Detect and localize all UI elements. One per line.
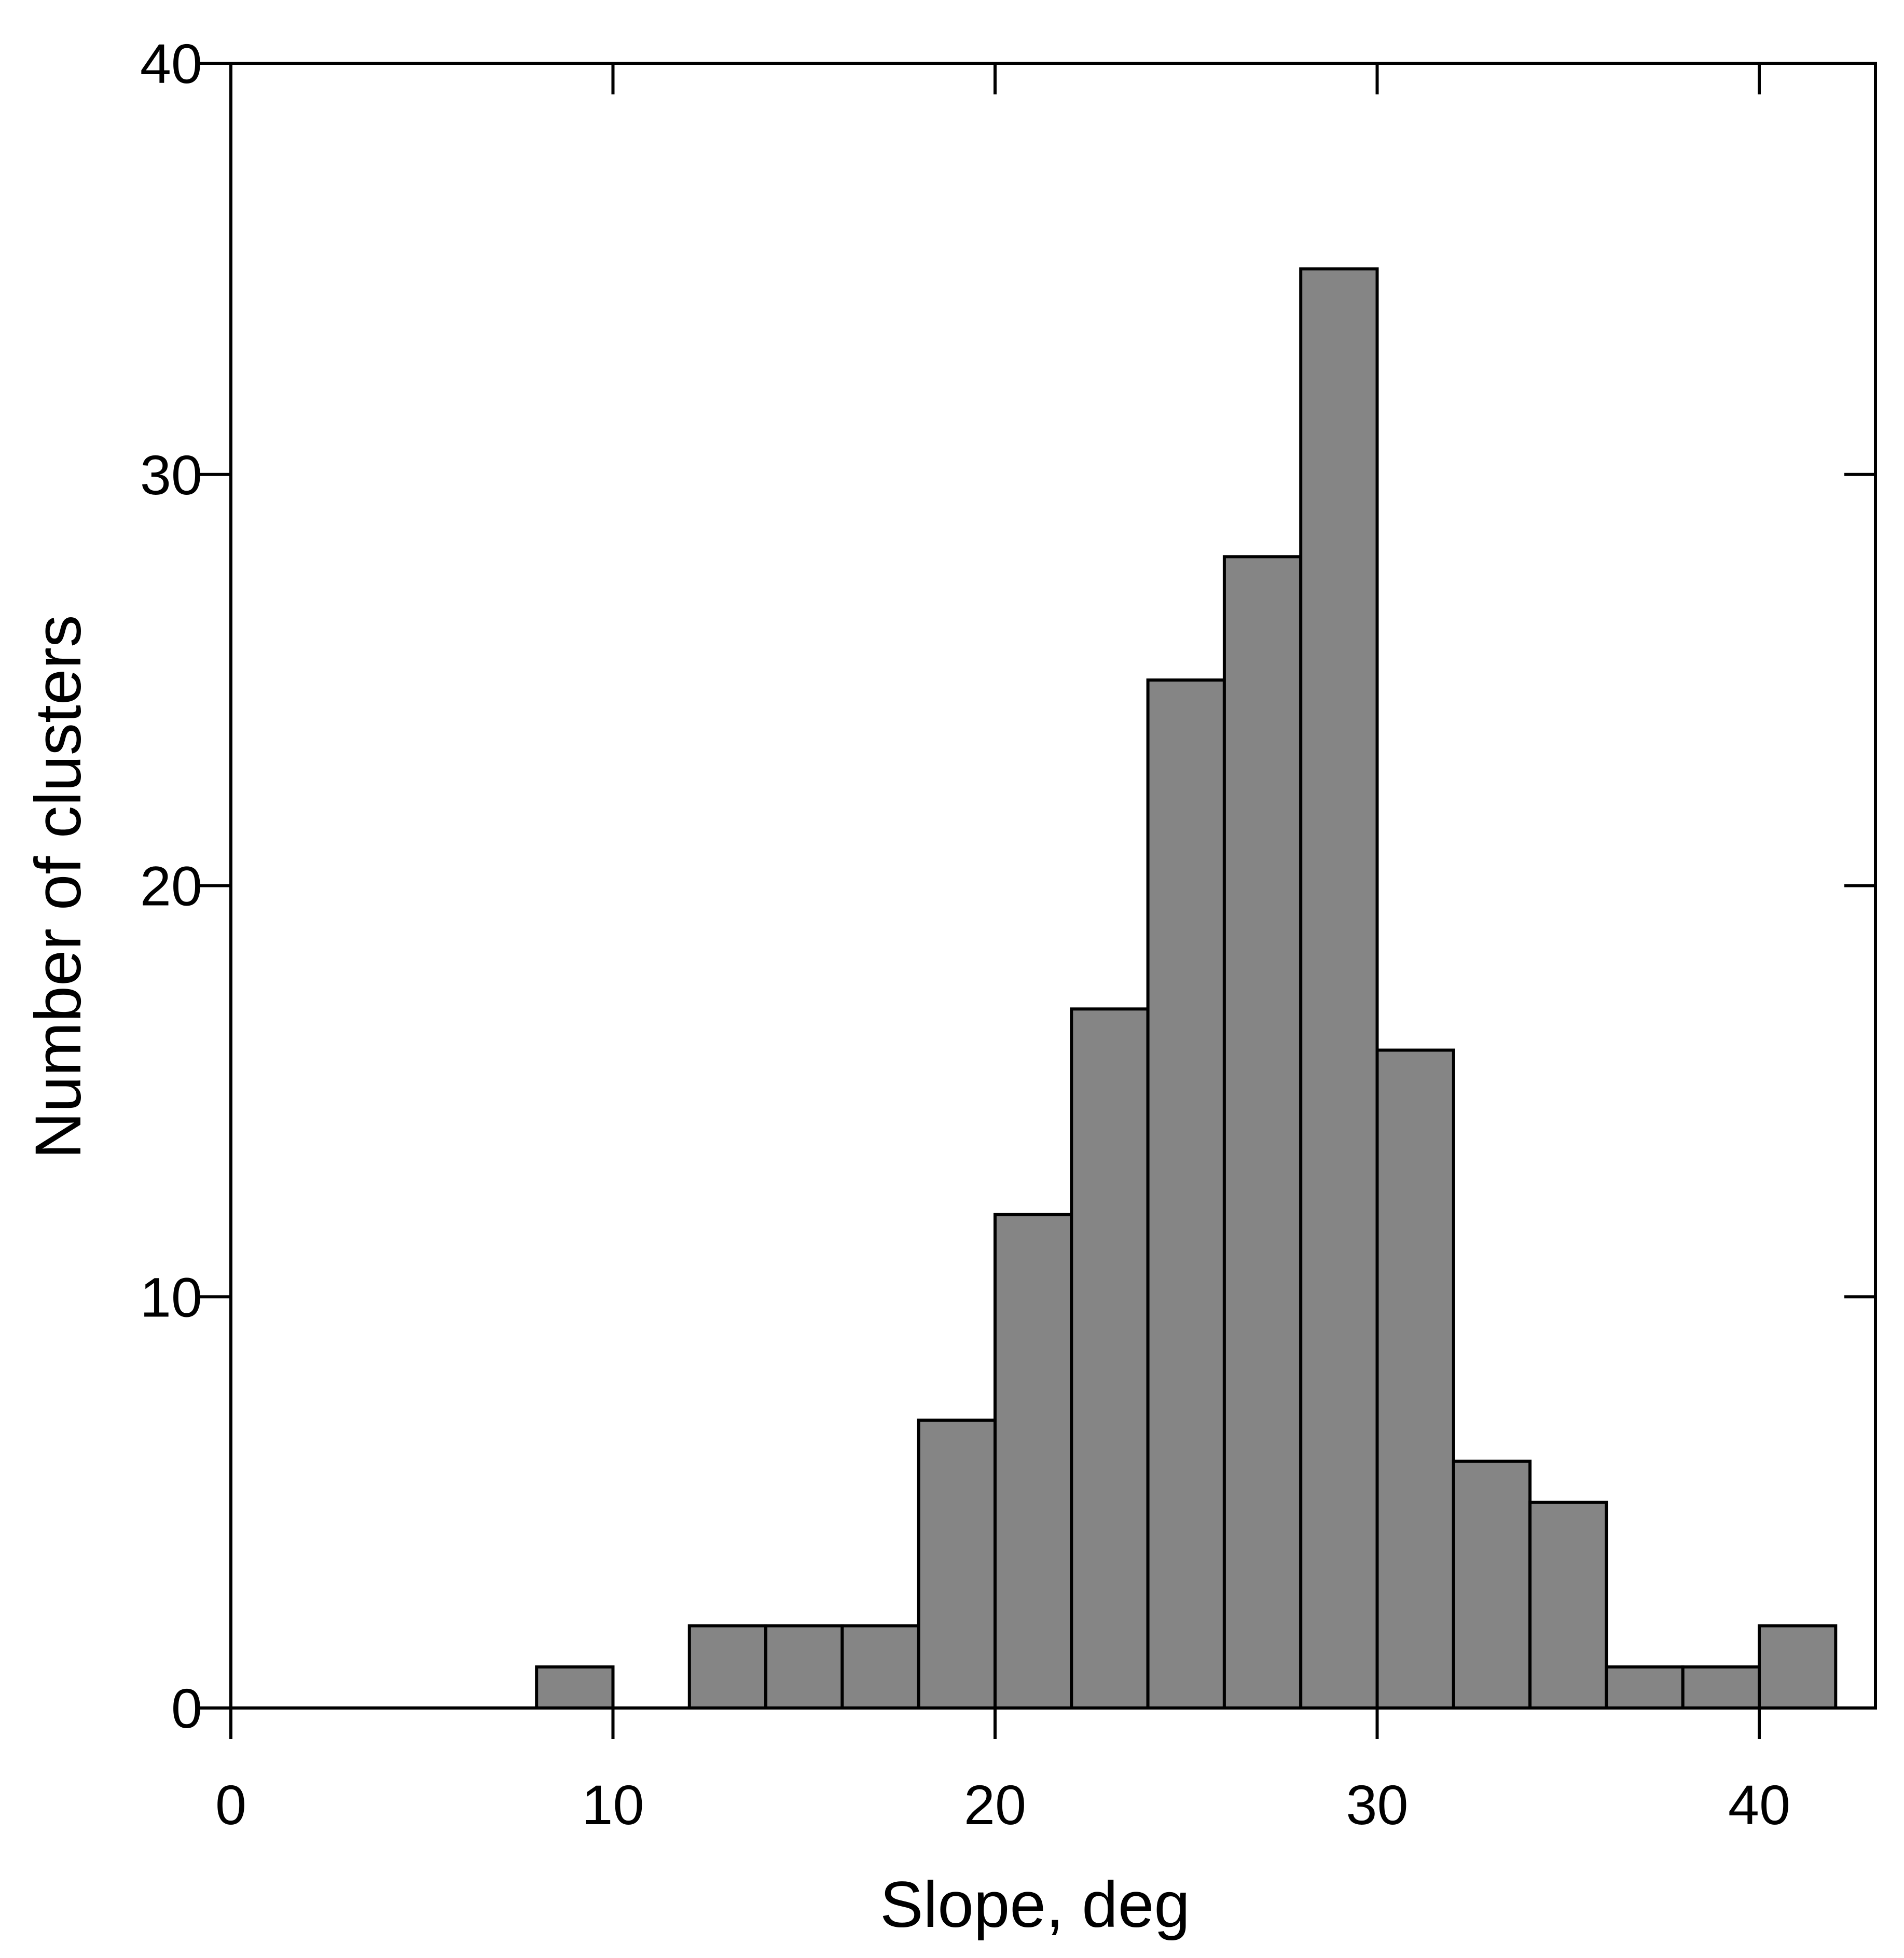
y-axis-label: Number of clusters <box>22 615 94 1159</box>
tick-labels-group: 0 10 20 30 40 0 10 20 30 40 <box>140 32 1790 1836</box>
bar-34-36 <box>1528 1501 1608 1710</box>
bar-36-38 <box>1605 1665 1685 1710</box>
bar-30-32 <box>1375 1048 1455 1710</box>
bar-24-26 <box>1146 678 1226 1710</box>
bars-group <box>535 267 1838 1710</box>
bar-28-30 <box>1299 267 1379 1710</box>
y-tick-label-30: 30 <box>140 443 202 506</box>
y-tick-label-10: 10 <box>140 1266 202 1328</box>
bar-18-20 <box>917 1419 997 1710</box>
x-tick-label-20: 20 <box>964 1773 1026 1836</box>
y-tick-label-40: 40 <box>140 32 202 95</box>
bar-14-16 <box>764 1624 844 1710</box>
bar-22-24 <box>1070 1007 1150 1710</box>
bar-20-22 <box>994 1213 1073 1710</box>
bar-32-34 <box>1452 1460 1532 1710</box>
bar-40-42 <box>1758 1624 1838 1710</box>
x-tick-label-0: 0 <box>215 1773 246 1836</box>
bar-16-18 <box>840 1624 920 1710</box>
bar-8-10 <box>535 1665 615 1710</box>
bar-38-40 <box>1681 1665 1761 1710</box>
x-tick-label-10: 10 <box>582 1773 644 1836</box>
x-tick-label-40: 40 <box>1728 1773 1790 1836</box>
y-tick-label-20: 20 <box>140 855 202 918</box>
bar-26-28 <box>1222 555 1303 1710</box>
y-tick-label-0: 0 <box>171 1677 202 1740</box>
x-axis-label: Slope, deg <box>880 1869 1190 1941</box>
x-tick-label-30: 30 <box>1346 1773 1408 1836</box>
bar-12-14 <box>687 1624 768 1710</box>
ticks-group <box>200 62 1875 1739</box>
